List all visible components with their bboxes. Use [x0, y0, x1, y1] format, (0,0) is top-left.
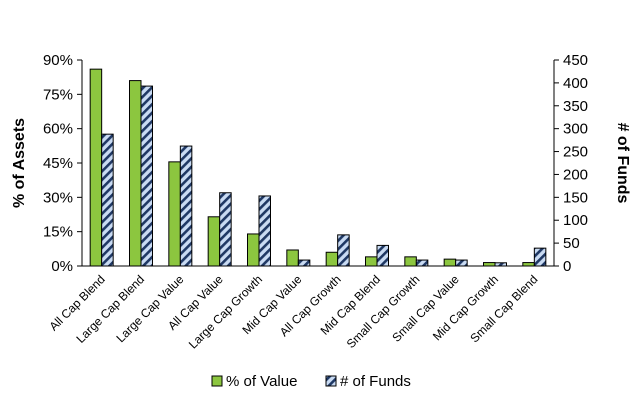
bar-num-funds: [533, 247, 547, 267]
bar-pct-value: [207, 216, 221, 267]
legend-swatch-value: [211, 375, 223, 387]
left-axis-title: % of Assets: [11, 118, 28, 208]
bar-num-funds: [179, 145, 193, 267]
bar-num-funds: [219, 192, 232, 267]
bar-num-funds: [494, 262, 507, 267]
right-tick-label: 50: [563, 235, 580, 252]
bar-pct-value: [247, 233, 260, 267]
left-tick-label: 60%: [43, 121, 73, 138]
right-tick-label: 450: [563, 52, 588, 69]
left-tick-label: 30%: [43, 189, 73, 206]
bar-pct-value: [286, 249, 299, 267]
left-tick-label: 75%: [43, 86, 73, 103]
right-tick-label: 150: [563, 189, 588, 206]
bar-num-funds: [337, 234, 350, 267]
bars-group: [89, 68, 547, 267]
bar-num-funds: [455, 259, 468, 267]
right-tick-label: 400: [563, 75, 588, 92]
legend-swatch-funds: [325, 375, 337, 387]
bar-pct-value: [365, 256, 378, 267]
right-tick-label: 300: [563, 121, 588, 138]
bar-num-funds: [258, 195, 271, 267]
left-tick-label: 90%: [43, 52, 73, 69]
bar-pct-value: [443, 258, 457, 267]
bar-num-funds: [101, 133, 114, 267]
right-tick-label: 250: [563, 144, 588, 161]
legend-label-funds: # of Funds: [340, 373, 411, 390]
legend-label-value: % of Value: [226, 373, 297, 390]
category-label: Small Cap Blend: [467, 272, 540, 345]
category-label: Large Cap Blend: [74, 272, 148, 346]
legend: % of Value # of Funds: [211, 373, 411, 390]
right-tick-label: 100: [563, 212, 588, 229]
left-tick-label: 45%: [43, 155, 73, 172]
right-y-axis: 0 50 100 150 200 250 300 350 400 450: [553, 52, 588, 275]
left-tick-label: 0%: [51, 258, 73, 275]
category-label: Large Cap Growth: [186, 272, 265, 351]
left-y-axis: 0% 15% 30% 45% 60% 75% 90%: [43, 52, 554, 275]
bar-num-funds: [297, 259, 311, 267]
bar-pct-value: [129, 80, 142, 267]
bar-num-funds: [415, 259, 429, 267]
bar-num-funds: [140, 85, 153, 267]
left-tick-label: 15%: [43, 224, 73, 241]
category-label: Small Cap Growth: [344, 272, 423, 351]
category-label: Small Cap Value: [389, 272, 462, 345]
bar-pct-value: [483, 262, 496, 267]
bar-pct-value: [168, 161, 181, 267]
bar-pct-value: [89, 68, 103, 267]
right-tick-label: 0: [563, 258, 571, 275]
bar-pct-value: [404, 256, 417, 267]
right-axis-title: # of Funds: [614, 123, 630, 204]
bar-pct-value: [325, 251, 339, 267]
bar-num-funds: [376, 244, 389, 267]
right-tick-label: 200: [563, 166, 588, 183]
category-label: Large Cap Value: [113, 272, 186, 345]
right-tick-label: 350: [563, 98, 588, 115]
bar-pct-value: [522, 262, 535, 267]
